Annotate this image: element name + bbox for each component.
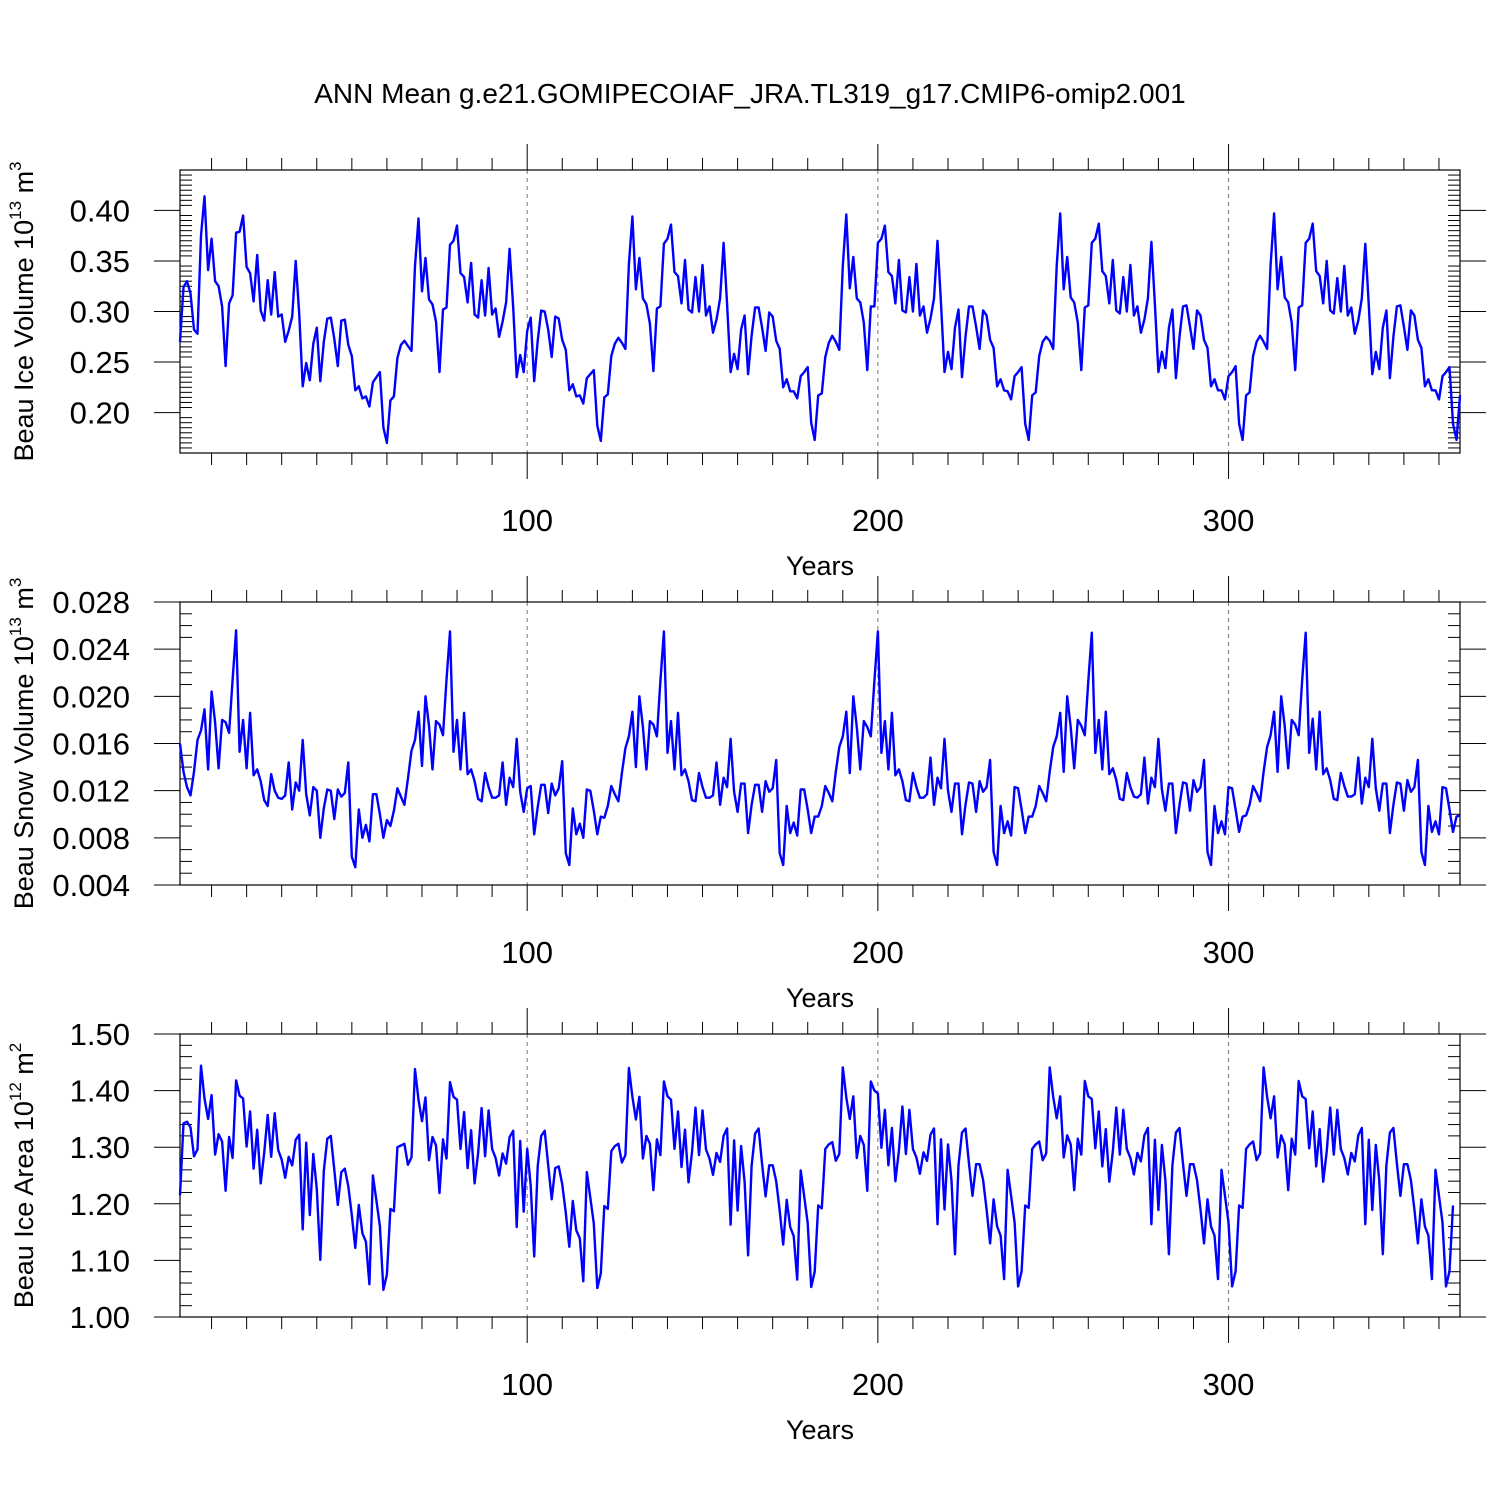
x-tick-label: 100 bbox=[501, 935, 553, 970]
x-tick-label: 100 bbox=[501, 503, 553, 538]
series-line bbox=[178, 629, 1461, 869]
y-tick-label: 0.20 bbox=[70, 396, 130, 431]
y-tick-label: 0.008 bbox=[52, 821, 130, 856]
panel-ice-area: 100 200 300 1.00 1.10 1.20 1.30 1.40 1.50 Years Be… bbox=[6, 1008, 1486, 1445]
y-axis-label: Beau Snow Volume 1013 m3 bbox=[6, 578, 39, 910]
panel-ice-volume: 100 200 300 0.20 0.25 0.30 0.35 0.40 Years Beau I… bbox=[6, 144, 1486, 581]
y-tick-label: 0.024 bbox=[52, 632, 130, 667]
y-tick-label: 0.25 bbox=[70, 345, 130, 380]
x-axis-label: Years bbox=[786, 1415, 854, 1445]
panel-snow-volume: 100 200 300 0.004 0.008 0.012 0.016 0.020 0.024 0… bbox=[6, 576, 1486, 1013]
y-tick-label: 0.016 bbox=[52, 727, 130, 762]
y-tick-label: 1.00 bbox=[70, 1300, 130, 1335]
x-tick-label: 300 bbox=[1203, 503, 1255, 538]
y-tick-label: 1.40 bbox=[70, 1074, 130, 1109]
figure-title: ANN Mean g.e21.GOMIPECOIAF_JRA.TL319_g17… bbox=[314, 78, 1186, 109]
y-tick-label: 0.028 bbox=[52, 585, 130, 620]
x-tick-label: 200 bbox=[852, 935, 904, 970]
y-tick-label: 0.020 bbox=[52, 679, 130, 714]
y-tick-label: 1.50 bbox=[70, 1017, 130, 1052]
x-tick-label: 200 bbox=[852, 503, 904, 538]
series-line bbox=[178, 195, 1462, 445]
y-tick-label: 0.40 bbox=[70, 193, 130, 228]
y-tick-label: 1.20 bbox=[70, 1187, 130, 1222]
x-axis-label: Years bbox=[786, 551, 854, 581]
y-tick-label: 0.012 bbox=[52, 774, 130, 809]
x-tick-label: 100 bbox=[501, 1367, 553, 1402]
y-tick-label: 1.30 bbox=[70, 1130, 130, 1165]
x-tick-label: 200 bbox=[852, 1367, 904, 1402]
y-tick-label: 1.10 bbox=[70, 1243, 130, 1278]
x-axis-label: Years bbox=[786, 983, 854, 1013]
y-axis-label: Beau Ice Area 1012 m2 bbox=[6, 1043, 39, 1309]
y-tick-label: 0.35 bbox=[70, 244, 130, 279]
series-line bbox=[178, 1064, 1455, 1292]
x-tick-label: 300 bbox=[1203, 935, 1255, 970]
y-axis-label: Beau Ice Volume 1013 m3 bbox=[6, 161, 39, 461]
y-tick-label: 0.30 bbox=[70, 295, 130, 330]
x-tick-label: 300 bbox=[1203, 1367, 1255, 1402]
y-tick-label: 0.004 bbox=[52, 868, 130, 903]
